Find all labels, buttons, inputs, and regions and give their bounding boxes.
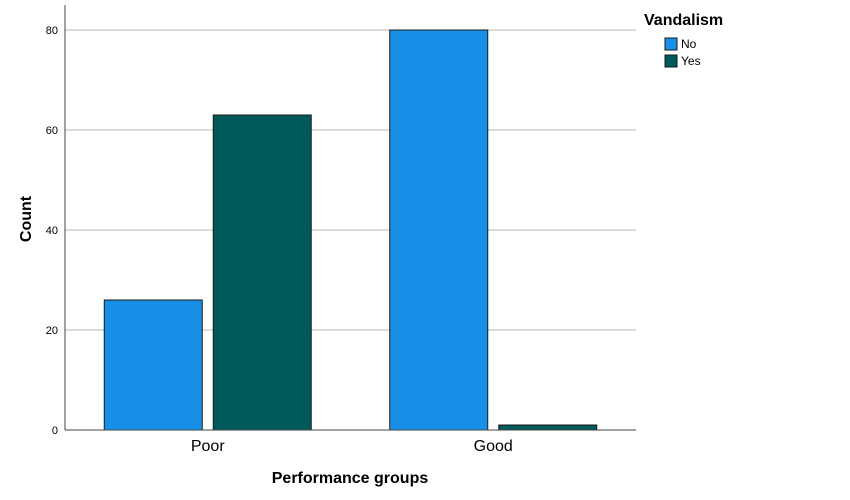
legend-title: Vandalism — [644, 12, 723, 29]
bar-poor-yes — [212, 114, 312, 431]
y-tick-labels: 0 20 40 60 80 — [46, 25, 58, 437]
legend-label-no: No — [681, 37, 697, 51]
gridlines — [65, 29, 636, 331]
x-tick-label: Good — [474, 438, 513, 455]
y-tick-label: 80 — [46, 25, 58, 37]
y-tick-label: 0 — [52, 425, 58, 437]
x-tick-labels: Poor Good — [191, 438, 513, 455]
legend-swatch-yes — [664, 54, 678, 68]
x-axis-title: Performance groups — [272, 470, 429, 487]
bar-poor-no — [103, 299, 203, 431]
axes — [64, 5, 636, 431]
y-tick-label: 40 — [46, 225, 58, 237]
x-tick-label: Poor — [191, 438, 225, 455]
bar-good-no — [389, 29, 489, 431]
y-axis-title: Count — [18, 195, 35, 242]
bar-good-yes — [498, 424, 598, 431]
legend: Vandalism No Yes — [644, 12, 723, 68]
legend-items: No Yes — [664, 37, 701, 68]
legend-swatch-no — [664, 37, 678, 51]
y-tick-label: 20 — [46, 325, 58, 337]
legend-label-yes: Yes — [681, 54, 701, 68]
y-tick-label: 60 — [46, 125, 58, 137]
